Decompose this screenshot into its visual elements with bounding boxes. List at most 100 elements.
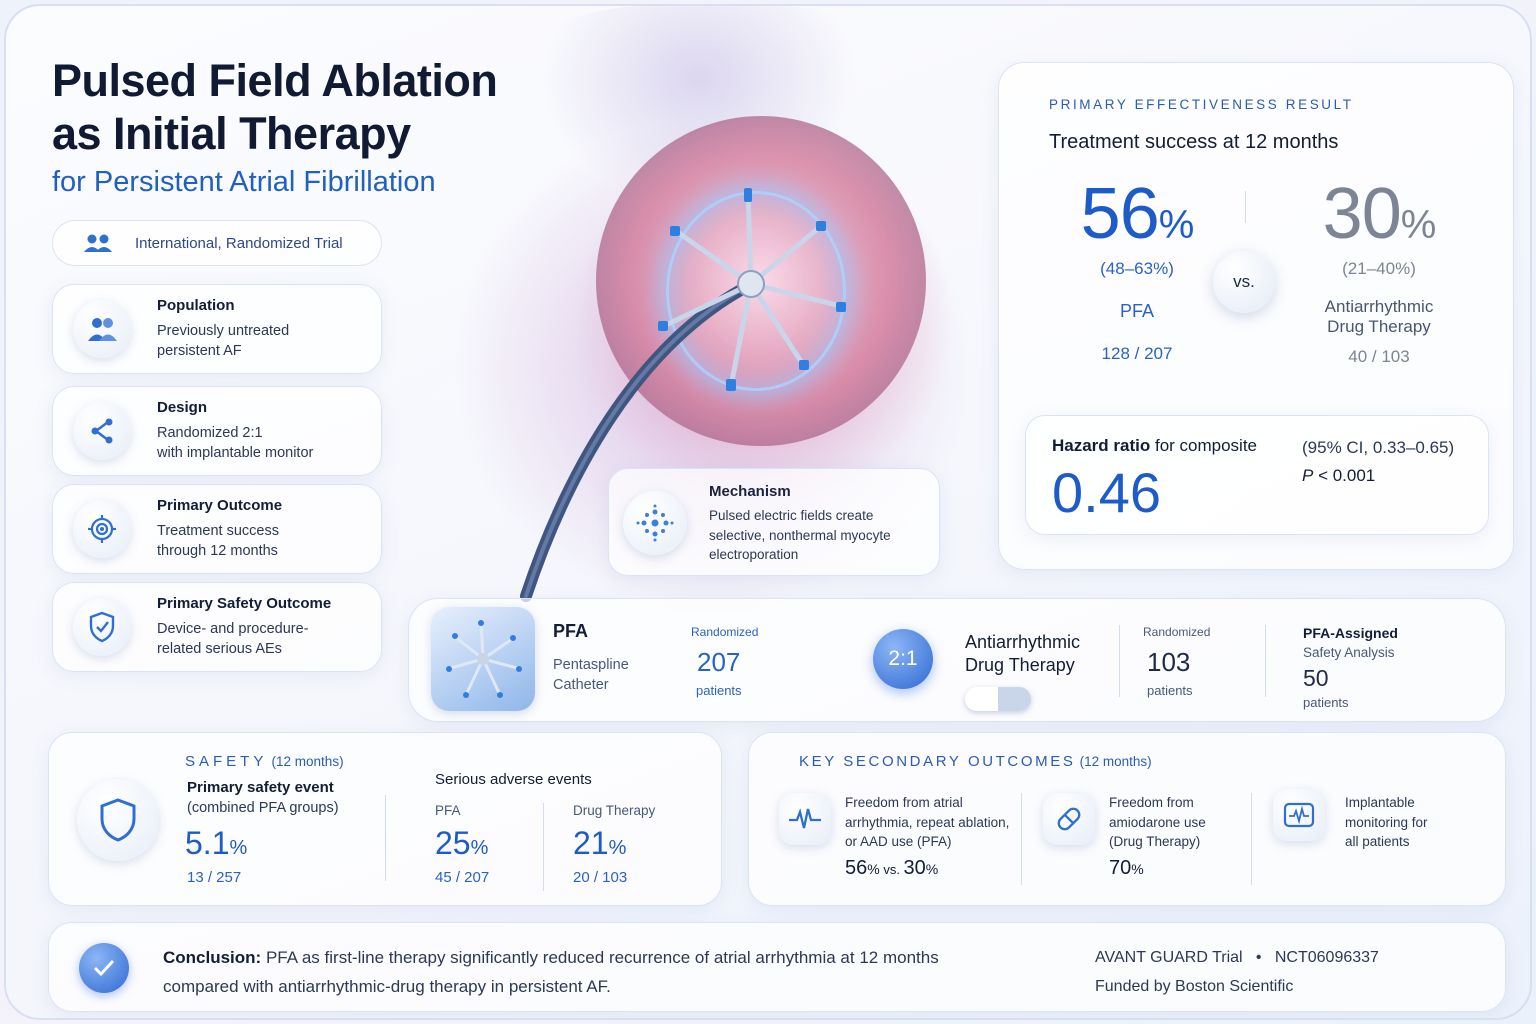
enroll-divider-1 <box>1119 625 1120 697</box>
pfa-randomized-count: 207 <box>697 647 741 677</box>
safety-analysis-unit: patients <box>1303 695 1349 710</box>
trial-type-pill: International, Randomized Trial <box>52 220 382 266</box>
hazard-value: 0.46 <box>1052 461 1161 524</box>
capsule-icon <box>1043 793 1095 845</box>
primary-safety-event-title: Primary safety event <box>187 779 334 796</box>
sae-pfa-label: PFA <box>435 803 461 818</box>
trial-name: AVANT GUARD Trial <box>1095 949 1243 966</box>
drug-randomized-count: 103 <box>1147 647 1191 677</box>
pfa-randomized-unit: patients <box>696 683 742 698</box>
hazard-label: Hazard ratio for composite <box>1052 436 1258 455</box>
secondary-item-1-values: 56% vs. 30% <box>845 857 939 879</box>
heartbeat-icon <box>779 793 831 845</box>
pfa-arm-desc: Pentaspline Catheter <box>553 657 629 693</box>
monitor-icon <box>1273 789 1325 841</box>
shield-icon <box>77 779 159 861</box>
pfa-count: 128 / 207 <box>1101 344 1173 363</box>
safety-label: SAFETY (12 months) <box>185 753 344 770</box>
nct-number: NCT06096337 <box>1274 949 1379 966</box>
branch-icon <box>73 402 131 460</box>
main-title-line1: Pulsed Field Ablation <box>52 55 498 106</box>
secondary-outcomes-card: KEY SECONDARY OUTCOMES (12 months) Freed… <box>748 732 1506 906</box>
trial-type-label: International, Randomized Trial <box>135 234 343 252</box>
pfa-randomized-label: Randomized <box>691 625 759 639</box>
sae-drug-count: 20 / 103 <box>573 869 628 886</box>
primary-outcome-title: Primary Outcome <box>157 497 283 514</box>
ratio-badge: 2:1 <box>873 629 933 689</box>
electric-field-ring <box>666 191 846 391</box>
checkmark-icon <box>79 943 129 993</box>
population-title: Population <box>157 297 235 314</box>
vs-divider <box>1245 191 1246 223</box>
drug-randomized-label: Randomized <box>1143 625 1211 639</box>
sae-drug-value: 21% <box>573 825 627 861</box>
primary-safety-title: Primary Safety Outcome <box>157 595 332 612</box>
drug-result: 30% (21–40%) Antiarrhythmic Drug Therapy… <box>1289 173 1469 367</box>
design-title: Design <box>157 399 208 416</box>
population-line1: Previously untreated <box>157 323 290 339</box>
pfa-arm-name: PFA <box>553 621 589 641</box>
secondary-item-2-value: 70% <box>1109 857 1144 879</box>
drug-label-line1: Antiarrhythmic <box>1324 297 1434 316</box>
design-card: Design Randomized 2:1 with implantable m… <box>52 386 382 476</box>
primary-safety-card: Primary Safety Outcome Device- and proce… <box>52 582 382 672</box>
sae-pfa-value: 25% <box>435 825 489 861</box>
drug-randomized-unit: patients <box>1147 683 1193 698</box>
primary-result-heading: Treatment success at 12 months <box>1049 131 1339 153</box>
sae-drug-label: Drug Therapy <box>573 803 656 818</box>
safety-analysis-count: 50 <box>1303 665 1329 691</box>
population-icon <box>73 300 131 358</box>
primary-outcome-line2: through 12 months <box>157 543 278 559</box>
secondary-item-1-desc: Freedom from atrial arrhythmia, repeat ab… <box>845 795 1010 849</box>
conclusion-text: Conclusion: PFA as first-line therapy si… <box>163 948 939 996</box>
primary-safety-event-count: 13 / 257 <box>187 869 242 886</box>
catheter-thumbnail <box>431 607 535 711</box>
safety-card: SAFETY (12 months) Primary safety event … <box>48 732 722 906</box>
mechanism-title: Mechanism <box>709 483 791 500</box>
primary-safety-event-sub: (combined PFA groups) <box>187 800 339 816</box>
enrollment-bar: PFA Pentaspline Catheter Randomized 207 p… <box>408 598 1506 722</box>
vs-badge: vs. <box>1213 251 1275 313</box>
mechanism-card: Mechanism Pulsed electric fields create … <box>608 468 940 576</box>
main-title-line2: as Initial Therapy <box>52 108 411 159</box>
secondary-item-2-desc: Freedom from amiodarone use (Drug Therapy) <box>1109 795 1206 849</box>
primary-safety-line1: Device- and procedure- <box>157 621 309 637</box>
mechanism-line1: Pulsed electric fields create <box>709 508 874 523</box>
safety-analysis-title: PFA-Assigned <box>1303 625 1398 641</box>
subtitle: for Persistent Atrial Fibrillation <box>52 166 436 198</box>
mechanism-line2: selective, nonthermal myocyte <box>709 527 891 543</box>
hazard-ratio-card: Hazard ratio for composite 0.46 (95% CI,… <box>1025 415 1489 535</box>
primary-result-label: PRIMARY EFFECTIVENESS RESULT <box>1049 97 1354 112</box>
hazard-ci: (95% CI, 0.33–0.65) <box>1302 438 1455 457</box>
safety-analysis-line: Safety Analysis <box>1303 645 1395 660</box>
funding: Funded by Boston Scientific <box>1095 978 1294 995</box>
primary-result-card: PRIMARY EFFECTIVENESS RESULT Treatment s… <box>998 62 1514 570</box>
secondary-divider-2 <box>1251 793 1252 885</box>
title-block: Pulsed Field Ablation as Initial Therapy… <box>52 54 498 199</box>
electroporation-icon <box>623 491 687 555</box>
drug-arm-name: Antiarrhythmic Drug Therapy <box>965 632 1081 675</box>
pill-capsule-icon <box>965 687 1031 711</box>
drug-label-line2: Drug Therapy <box>1327 317 1431 336</box>
sae-pfa-count: 45 / 207 <box>435 869 490 886</box>
trial-info: AVANT GUARD Trial • NCT06096337 Funded b… <box>1095 943 1379 1001</box>
safety-divider-1 <box>385 795 386 881</box>
sae-title: Serious adverse events <box>435 771 592 788</box>
primary-safety-event-value: 5.1% <box>185 825 248 861</box>
shield-check-icon <box>73 598 131 656</box>
enroll-divider-2 <box>1265 625 1266 697</box>
target-icon <box>73 500 131 558</box>
design-line2: with implantable monitor <box>157 445 314 461</box>
drug-ci: (21–40%) <box>1342 259 1416 278</box>
pentaspline-catheter-illustration <box>520 188 846 602</box>
p-value: P < 0.001 <box>1302 466 1376 485</box>
primary-outcome-line1: Treatment success <box>157 523 279 539</box>
people-icon <box>84 234 112 252</box>
design-line1: Randomized 2:1 <box>157 425 263 441</box>
pfa-result: 56% (48–63%) PFA 128 / 207 <box>1047 173 1227 364</box>
population-line2: persistent AF <box>157 343 242 359</box>
primary-outcome-card: Primary Outcome Treatment success throug… <box>52 484 382 574</box>
mechanism-line3: electroporation <box>709 547 799 562</box>
secondary-item-3-desc: Implantable monitoring for all patients <box>1345 795 1428 849</box>
secondary-label: KEY SECONDARY OUTCOMES (12 months) <box>799 753 1152 770</box>
